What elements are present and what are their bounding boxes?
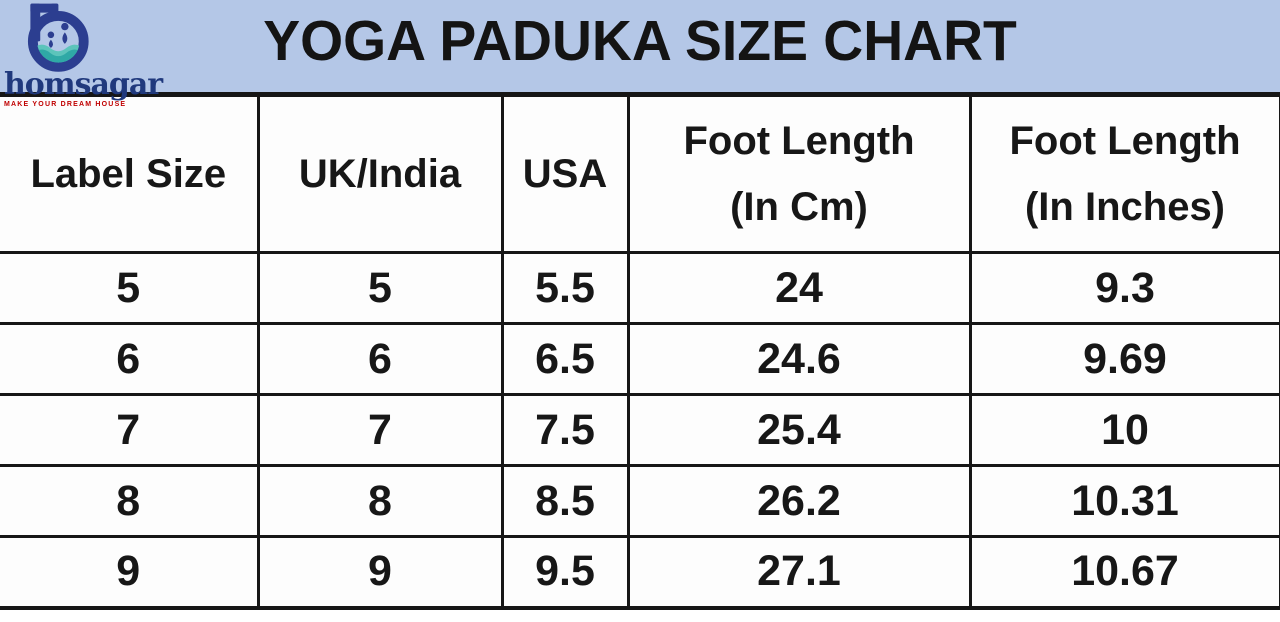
table-header-row: Label Size UK/India USA Foot Length (In … (0, 92, 1280, 254)
cell-label-size: 9 (0, 535, 260, 610)
cell-usa: 8.5 (502, 464, 630, 538)
cell-uk-india: 8 (258, 464, 504, 538)
cell-uk-india: 6 (258, 322, 504, 396)
table-row: 8 8 8.5 26.2 10.31 (0, 464, 1280, 538)
cell-foot-length-inches: 9.69 (970, 322, 1280, 396)
cell-foot-length-cm: 27.1 (628, 535, 972, 610)
cell-foot-length-cm: 25.4 (628, 393, 972, 467)
water-home-logo-icon (4, 0, 96, 86)
cell-label-size: 8 (0, 464, 260, 538)
cell-foot-length-inches: 9.3 (970, 251, 1280, 325)
column-header-usa: USA (502, 92, 630, 254)
page-title: YOGA PADUKA SIZE CHART (263, 9, 1017, 73)
cell-foot-length-cm: 24.6 (628, 322, 972, 396)
cell-label-size: 5 (0, 251, 260, 325)
brand-name: homsagar (4, 67, 163, 102)
cell-foot-length-cm: 26.2 (628, 464, 972, 538)
cell-foot-length-cm: 24 (628, 251, 972, 325)
cell-uk-india: 5 (258, 251, 504, 325)
cell-foot-length-inches: 10.31 (970, 464, 1280, 538)
cell-label-size: 6 (0, 322, 260, 396)
cell-foot-length-inches: 10.67 (970, 535, 1280, 610)
cell-foot-length-inches: 10 (970, 393, 1280, 467)
cell-usa: 7.5 (502, 393, 630, 467)
table-row: 9 9 9.5 27.1 10.67 (0, 535, 1280, 610)
size-chart-table: Label Size UK/India USA Foot Length (In … (0, 92, 1280, 610)
cell-uk-india: 7 (258, 393, 504, 467)
title-bar: YOGA PADUKA SIZE CHART (0, 0, 1280, 92)
table-row: 7 7 7.5 25.4 10 (0, 393, 1280, 467)
cell-usa: 6.5 (502, 322, 630, 396)
cell-label-size: 7 (0, 393, 260, 467)
cell-usa: 9.5 (502, 535, 630, 610)
column-header-label-size: Label Size (0, 92, 260, 254)
brand-logo: homsagar MAKE YOUR DREAM HOUSE (4, 0, 174, 108)
brand-tagline: MAKE YOUR DREAM HOUSE (4, 101, 127, 108)
cell-uk-india: 9 (258, 535, 504, 610)
column-header-foot-length-inches: Foot Length (In Inches) (970, 92, 1280, 254)
column-header-uk-india: UK/India (258, 92, 504, 254)
cell-usa: 5.5 (502, 251, 630, 325)
column-header-foot-length-cm: Foot Length (In Cm) (628, 92, 972, 254)
table-row: 6 6 6.5 24.6 9.69 (0, 322, 1280, 396)
table-row: 5 5 5.5 24 9.3 (0, 251, 1280, 325)
